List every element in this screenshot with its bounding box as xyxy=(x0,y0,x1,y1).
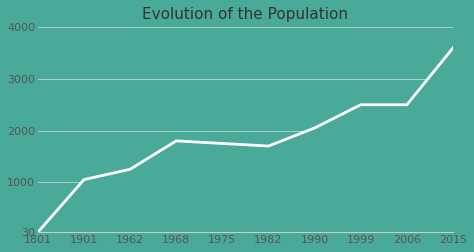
Title: Evolution of the Population: Evolution of the Population xyxy=(142,7,348,22)
